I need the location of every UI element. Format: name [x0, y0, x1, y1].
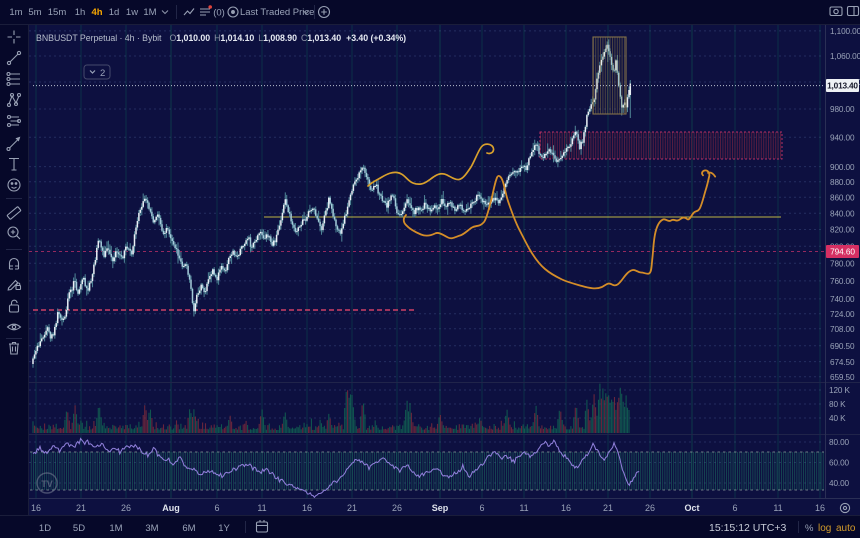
svg-text:940.00: 940.00 [830, 133, 855, 142]
svg-text:1Y: 1Y [218, 523, 230, 534]
svg-text:690.50: 690.50 [830, 342, 855, 351]
svg-text:1,060.00: 1,060.00 [830, 52, 860, 61]
svg-text:900.00: 900.00 [830, 163, 855, 172]
svg-text:1,100.00: 1,100.00 [830, 27, 860, 36]
svg-text:11: 11 [773, 503, 782, 513]
svg-text:15m: 15m [48, 7, 67, 18]
svg-text:80.00: 80.00 [829, 438, 850, 447]
svg-text:780.00: 780.00 [830, 260, 855, 269]
svg-text:log: log [818, 523, 831, 534]
svg-text:760.00: 760.00 [830, 277, 855, 286]
svg-text:6: 6 [732, 503, 737, 513]
svg-text:6: 6 [214, 503, 219, 513]
svg-text:26: 26 [645, 503, 655, 513]
svg-text:(0): (0) [213, 8, 225, 19]
svg-text:120 K: 120 K [829, 386, 851, 395]
svg-text:21: 21 [76, 503, 86, 513]
svg-text:1w: 1w [126, 7, 138, 18]
svg-text:26: 26 [392, 503, 402, 513]
svg-text:16: 16 [31, 503, 41, 513]
svg-text:Oct: Oct [684, 503, 699, 513]
svg-text:TV: TV [41, 479, 53, 489]
svg-text:740.00: 740.00 [830, 295, 855, 304]
svg-text:26: 26 [121, 503, 131, 513]
svg-text:80 K: 80 K [829, 400, 846, 409]
svg-text:%: % [805, 523, 814, 534]
svg-text:2: 2 [100, 68, 105, 79]
svg-text:6M: 6M [182, 523, 195, 534]
svg-text:794.60: 794.60 [830, 247, 855, 257]
svg-text:21: 21 [347, 503, 357, 513]
svg-text:6: 6 [479, 503, 484, 513]
svg-text:840.00: 840.00 [830, 209, 855, 218]
svg-text:5D: 5D [73, 523, 85, 534]
svg-text:16: 16 [815, 503, 825, 513]
svg-text:auto: auto [836, 523, 856, 534]
svg-text:1M: 1M [109, 523, 122, 534]
svg-text:BNBUSDT Perpetual · 4h · Bybit: BNBUSDT Perpetual · 4h · Bybit O1,010.00 H… [36, 33, 406, 43]
svg-text:1D: 1D [39, 523, 51, 534]
svg-text:860.00: 860.00 [830, 194, 855, 203]
svg-text:880.00: 880.00 [830, 178, 855, 187]
svg-text:1m: 1m [9, 7, 22, 18]
svg-text:60.00: 60.00 [829, 459, 850, 468]
svg-text:5m: 5m [28, 7, 41, 18]
svg-text:16: 16 [302, 503, 312, 513]
svg-text:Sep: Sep [432, 503, 449, 513]
svg-text:708.00: 708.00 [830, 325, 855, 334]
svg-text:11: 11 [519, 503, 528, 513]
svg-text:Aug: Aug [162, 503, 180, 513]
svg-text:11: 11 [257, 503, 266, 513]
svg-text:15:15:12 UTC+3: 15:15:12 UTC+3 [709, 522, 787, 534]
svg-text:659.50: 659.50 [830, 373, 855, 382]
svg-text:1,013.40: 1,013.40 [827, 81, 858, 91]
svg-text:40 K: 40 K [829, 414, 846, 423]
svg-text:674.50: 674.50 [830, 358, 855, 367]
svg-text:4h: 4h [91, 7, 102, 18]
svg-text:980.00: 980.00 [830, 105, 855, 114]
svg-text:40.00: 40.00 [829, 479, 850, 488]
svg-text:16: 16 [561, 503, 571, 513]
svg-text:1d: 1d [109, 7, 120, 18]
svg-text:1h: 1h [75, 7, 86, 18]
svg-text:1M: 1M [143, 7, 156, 18]
svg-text:3M: 3M [145, 523, 158, 534]
svg-text:820.00: 820.00 [830, 226, 855, 235]
svg-text:Last Traded Price: Last Traded Price [240, 7, 314, 18]
svg-text:724.00: 724.00 [830, 310, 855, 319]
svg-text:21: 21 [603, 503, 613, 513]
